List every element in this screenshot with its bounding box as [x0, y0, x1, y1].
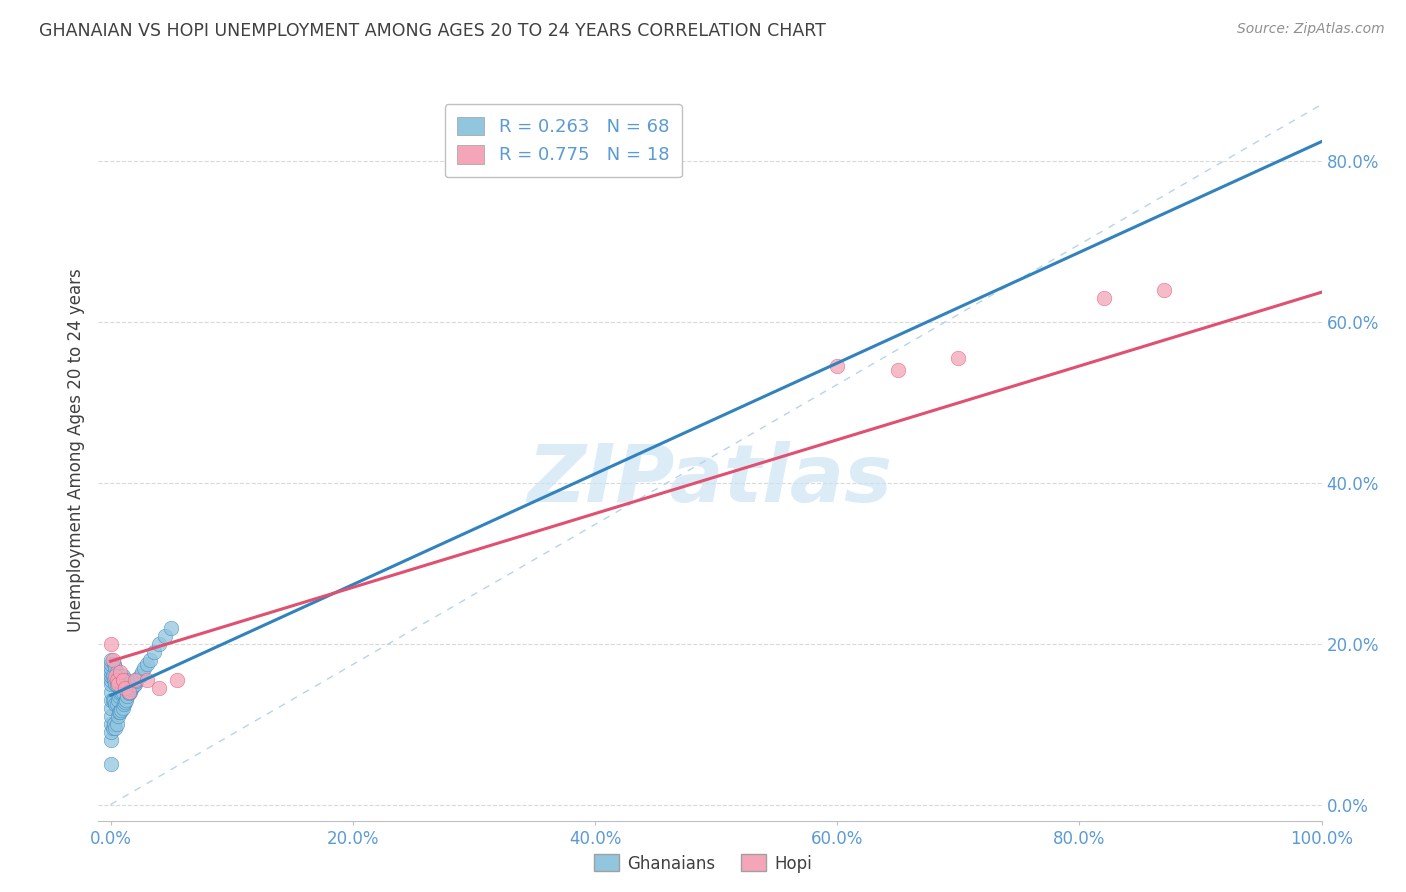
Point: [100, 701, 122, 715]
Point: [120, 682, 142, 697]
Point: [105, 673, 128, 687]
Point: [114, 681, 136, 695]
Point: [121, 680, 143, 694]
Point: [128, 669, 150, 683]
Point: [111, 685, 134, 699]
Point: [108, 669, 131, 683]
Point: [108, 689, 131, 703]
Point: [100, 653, 122, 667]
Point: [114, 675, 136, 690]
Point: [104, 669, 127, 683]
Point: [112, 678, 135, 692]
Point: [135, 657, 157, 671]
Legend: R = 0.263   N = 68, R = 0.775   N = 18: R = 0.263 N = 68, R = 0.775 N = 18: [444, 104, 682, 178]
Point: [105, 717, 128, 731]
Point: [117, 689, 139, 703]
Point: [111, 701, 134, 715]
Point: [100, 637, 122, 651]
Point: [124, 677, 146, 691]
Point: [139, 653, 162, 667]
Point: [100, 725, 122, 739]
Point: [108, 705, 131, 719]
Point: [103, 657, 125, 671]
Point: [127, 672, 149, 686]
Point: [134, 661, 156, 675]
Point: [107, 693, 129, 707]
Point: [101, 653, 124, 667]
Point: [115, 673, 138, 687]
Point: [825, 359, 848, 373]
Point: [112, 697, 135, 711]
Point: [1092, 291, 1115, 305]
Y-axis label: Unemployment Among Ages 20 to 24 years: Unemployment Among Ages 20 to 24 years: [66, 268, 84, 632]
Point: [101, 721, 124, 735]
Point: [100, 733, 122, 747]
Point: [111, 669, 134, 683]
Point: [110, 703, 132, 717]
Point: [100, 673, 122, 687]
Point: [131, 665, 153, 679]
Legend: Ghanaians, Hopi: Ghanaians, Hopi: [588, 847, 818, 880]
Point: [100, 669, 122, 683]
Point: [107, 677, 129, 691]
Point: [110, 669, 132, 683]
Point: [122, 678, 145, 692]
Point: [101, 669, 124, 683]
Point: [100, 677, 122, 691]
Point: [143, 645, 166, 659]
Point: [115, 693, 138, 707]
Point: [110, 665, 132, 679]
Point: [100, 685, 122, 699]
Text: Source: ZipAtlas.com: Source: ZipAtlas.com: [1237, 22, 1385, 37]
Point: [948, 351, 970, 365]
Point: [148, 681, 170, 695]
Point: [103, 673, 125, 687]
Point: [100, 657, 122, 671]
Point: [124, 673, 146, 687]
Point: [100, 709, 122, 723]
Point: [104, 697, 127, 711]
Point: [118, 685, 141, 699]
Point: [101, 693, 124, 707]
Point: [100, 717, 122, 731]
Point: [100, 693, 122, 707]
Point: [105, 678, 128, 692]
Point: [887, 363, 910, 377]
Point: [166, 673, 188, 687]
Point: [118, 685, 141, 699]
Point: [160, 620, 183, 634]
Point: [100, 665, 122, 679]
Point: [107, 673, 129, 687]
Point: [114, 694, 136, 708]
Point: [125, 674, 148, 689]
Point: [110, 686, 132, 700]
Point: [135, 673, 157, 687]
Point: [105, 697, 128, 711]
Point: [110, 705, 132, 719]
Point: [100, 757, 122, 772]
Point: [103, 717, 125, 731]
Point: [103, 693, 125, 707]
Point: [153, 628, 176, 642]
Point: [100, 661, 122, 675]
Point: [111, 673, 134, 687]
Point: [1153, 283, 1175, 297]
Point: [110, 685, 132, 699]
Point: [104, 677, 127, 691]
Point: [107, 709, 129, 723]
Point: [118, 686, 141, 700]
Point: [104, 661, 127, 675]
Point: [105, 665, 128, 679]
Text: GHANAIAN VS HOPI UNEMPLOYMENT AMONG AGES 20 TO 24 YEARS CORRELATION CHART: GHANAIAN VS HOPI UNEMPLOYMENT AMONG AGES…: [39, 22, 827, 40]
Text: ZIPatlas: ZIPatlas: [527, 441, 893, 519]
Point: [104, 721, 127, 735]
Point: [148, 637, 170, 651]
